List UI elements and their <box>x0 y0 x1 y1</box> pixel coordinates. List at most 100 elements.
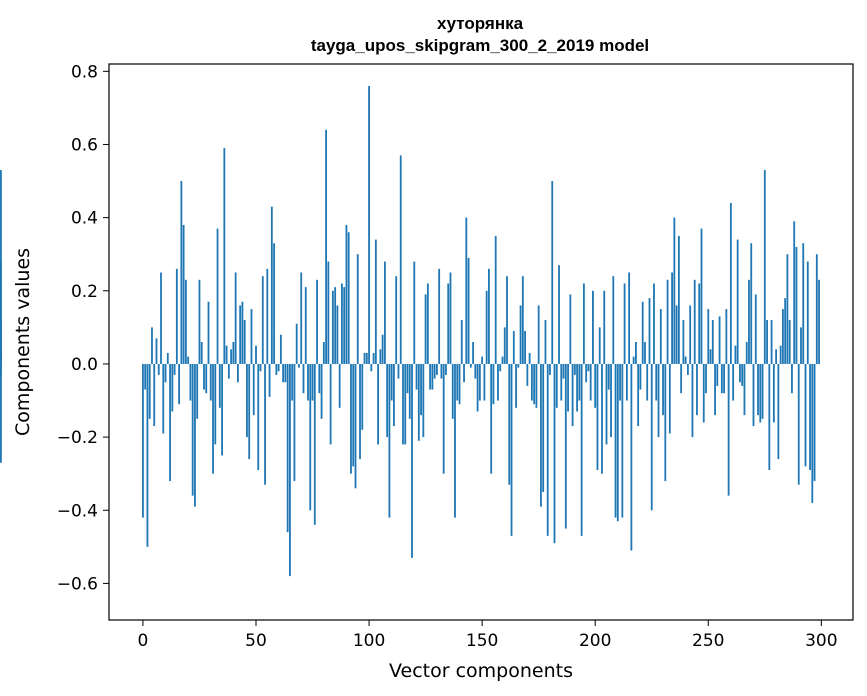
bar <box>784 298 787 364</box>
bar <box>644 342 646 364</box>
bar <box>341 283 343 364</box>
bar <box>370 363 373 372</box>
bar <box>146 363 149 547</box>
bar <box>144 363 147 390</box>
bar <box>635 342 637 364</box>
bar <box>630 363 633 551</box>
bar <box>781 309 784 364</box>
bar <box>743 363 746 416</box>
bar <box>237 363 239 383</box>
bar <box>745 342 748 364</box>
bar <box>739 363 741 383</box>
bar <box>732 363 735 401</box>
bar <box>564 363 567 529</box>
bar <box>329 363 332 445</box>
bar <box>250 309 253 364</box>
bar <box>637 363 640 427</box>
bar <box>639 363 642 390</box>
bar <box>494 235 497 364</box>
bar <box>318 363 321 394</box>
y-tick-label: −0.2 <box>57 428 98 448</box>
bar <box>368 85 370 364</box>
bar <box>426 283 429 364</box>
bar <box>675 305 678 364</box>
bar <box>304 287 307 364</box>
bar <box>727 363 730 496</box>
bar <box>178 363 181 405</box>
bar <box>718 316 721 364</box>
bar <box>302 363 305 394</box>
bar <box>786 254 789 364</box>
x-tick-label: 250 <box>692 631 724 651</box>
bar <box>173 363 176 375</box>
bar <box>540 363 542 507</box>
bar <box>408 363 411 419</box>
bar <box>711 320 714 364</box>
bar <box>567 363 569 412</box>
bar <box>300 272 303 364</box>
bar <box>687 363 689 375</box>
chart-title: хуторянка <box>437 14 524 33</box>
bar <box>641 301 644 364</box>
bar <box>243 320 246 364</box>
bar <box>157 363 160 375</box>
bar <box>693 279 696 364</box>
bar <box>621 363 624 518</box>
bar <box>429 363 432 390</box>
bar <box>503 327 506 364</box>
bar <box>284 363 287 383</box>
bar <box>562 363 565 379</box>
bar <box>196 363 199 419</box>
bar <box>298 363 300 368</box>
bar <box>671 272 673 364</box>
bar <box>282 363 285 383</box>
bar <box>372 352 375 364</box>
bar <box>411 363 413 558</box>
bar <box>684 356 687 364</box>
bar <box>261 276 264 364</box>
bar <box>768 363 771 471</box>
bar <box>729 203 732 364</box>
bar <box>716 363 719 386</box>
bar <box>492 363 495 405</box>
bar <box>763 170 766 364</box>
bar <box>526 363 529 386</box>
bar <box>582 283 585 364</box>
bar <box>542 363 545 492</box>
bar <box>257 363 260 471</box>
bar <box>648 298 651 364</box>
bar <box>696 363 698 416</box>
bar <box>508 363 511 485</box>
y-tick-label: −0.4 <box>57 501 98 521</box>
bar <box>601 363 603 474</box>
bar <box>252 363 255 416</box>
bar <box>223 148 226 364</box>
bar <box>0 170 2 364</box>
bar <box>501 356 504 364</box>
bar <box>241 301 244 364</box>
bar <box>445 363 447 375</box>
bar <box>653 283 655 364</box>
bar <box>209 363 212 401</box>
bar <box>551 181 554 364</box>
bar <box>481 356 484 364</box>
bar <box>474 363 477 379</box>
bar <box>757 363 759 416</box>
bar <box>707 309 710 364</box>
bar <box>460 320 463 364</box>
bar <box>239 305 242 364</box>
bar <box>277 363 280 372</box>
bar <box>194 363 196 507</box>
bar <box>811 363 814 503</box>
bar <box>734 345 737 364</box>
bar <box>655 363 658 401</box>
bar <box>377 363 380 445</box>
bar <box>424 294 427 364</box>
x-tick-label: 300 <box>805 631 837 651</box>
bar <box>153 363 156 427</box>
bar <box>309 363 312 511</box>
bar <box>465 217 468 364</box>
bar <box>248 363 251 460</box>
bar <box>207 301 210 364</box>
